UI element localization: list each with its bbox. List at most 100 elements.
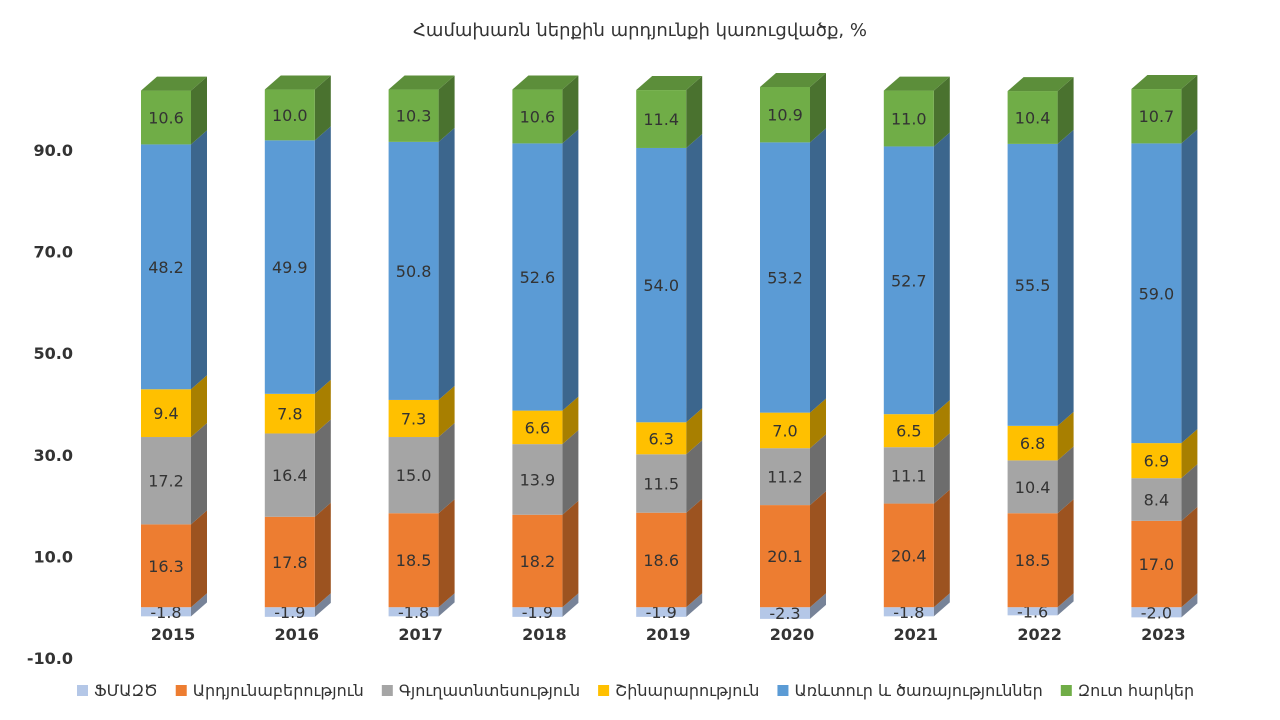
bar-top-face	[141, 76, 207, 91]
bar-front-face	[760, 87, 810, 143]
data-label: 18.2	[520, 552, 556, 571]
x-tick-label: 2015	[151, 625, 196, 644]
data-label: 10.3	[396, 107, 432, 126]
data-label: 11.5	[643, 475, 679, 494]
bar-segment: 11.0	[883, 76, 950, 147]
legend-swatch	[1060, 685, 1072, 696]
legend-swatch	[777, 685, 789, 696]
bar-front-face	[636, 607, 687, 617]
bar-side-face	[562, 593, 579, 617]
bar-front-face	[883, 607, 934, 617]
data-label: 10.4	[1015, 478, 1051, 497]
data-label: 11.4	[643, 110, 679, 129]
bar-front-face	[636, 422, 687, 455]
y-tick-label: 70.0	[34, 243, 73, 262]
legend-item: ՖՄԱԶԾ	[77, 681, 158, 700]
data-label: 16.3	[148, 557, 184, 576]
x-tick-label: 2023	[1141, 625, 1186, 644]
data-label: 52.6	[520, 268, 556, 287]
chart-title: Համախառն ներքին արդյունքի կառուցվածք, %	[413, 20, 867, 41]
bar-segment: 52.7	[883, 132, 950, 415]
bar-segment: 49.9	[264, 126, 331, 394]
y-tick-label: -10.0	[27, 649, 73, 668]
bar-front-face	[1007, 425, 1058, 461]
bar-column-2015: -1.8 16.3 17.2 9.4 48.2 10.6	[141, 76, 207, 622]
bar-segment: 15.0	[388, 423, 455, 514]
bar-side-face	[1181, 593, 1198, 618]
data-label: 10.4	[1015, 108, 1051, 127]
bar-front-face	[141, 90, 191, 145]
bar-front-face	[512, 444, 563, 515]
bar-column-2020: -2.3 20.1 11.2 7.0 53.2 10.9	[760, 73, 826, 623]
bar-segment: 6.9	[1131, 429, 1198, 479]
bar-front-face	[1131, 607, 1182, 618]
bar-side-face	[1057, 77, 1074, 144]
data-label: 10.6	[148, 108, 184, 127]
bar-segment: 17.2	[141, 423, 207, 525]
data-label: 11.0	[891, 110, 927, 129]
bar-segment: 10.7	[1131, 75, 1198, 144]
bar-front-face	[388, 513, 439, 608]
data-label: 7.0	[772, 421, 797, 440]
bar-front-face	[1007, 91, 1058, 144]
bar-front-face	[264, 433, 315, 517]
data-label: 7.3	[401, 409, 426, 428]
bar-column-2023: -2.0 17.0 8.4 6.9 59.0 10.7	[1131, 75, 1198, 622]
bar-side-face	[438, 423, 455, 514]
bar-front-face	[141, 437, 191, 525]
x-tick-label: 2020	[770, 625, 815, 644]
bar-front-face	[388, 89, 439, 142]
bar-front-face	[512, 410, 563, 445]
bar-column-2018: -1.9 18.2 13.9 6.6 52.6 10.6	[512, 75, 579, 622]
bar-segment: 7.0	[760, 398, 826, 449]
bar-segment: 18.5	[1007, 499, 1074, 608]
bar-front-face	[636, 512, 687, 608]
x-tick-label: 2022	[1017, 625, 1062, 644]
bar-front-face	[1007, 143, 1058, 426]
data-label: 6.6	[525, 418, 550, 437]
bar-segment: 54.0	[636, 133, 703, 423]
bar-top-face	[1007, 77, 1074, 92]
bar-segment: 7.3	[388, 385, 455, 438]
bar-side-face	[438, 593, 455, 617]
data-label: 17.8	[272, 553, 308, 572]
data-label: 11.2	[767, 468, 803, 487]
bar-side-face	[1181, 75, 1198, 144]
y-tick-label: 10.0	[34, 547, 73, 566]
bar-side-face	[1181, 506, 1198, 608]
legend-item: Արդյունաբերություն	[175, 681, 364, 700]
bar-side-face	[686, 133, 703, 423]
bar-top-face	[512, 75, 579, 90]
bar-side-face	[933, 489, 950, 608]
bar-front-face	[883, 146, 934, 415]
bar-top-face	[760, 73, 826, 88]
bar-front-face	[1131, 443, 1182, 479]
bar-front-face	[883, 503, 934, 608]
bar-side-face	[562, 396, 579, 445]
bar-segment: 10.0	[264, 75, 331, 141]
bar-segment: 10.4	[1007, 446, 1074, 514]
bar-front-face	[141, 144, 191, 390]
data-label: 48.2	[148, 258, 184, 277]
data-label: 7.8	[277, 405, 302, 424]
bar-segment: 6.8	[1007, 411, 1074, 461]
bar-front-face	[636, 454, 687, 513]
legend-item: Շինարարություն	[598, 681, 759, 700]
bar-front-face	[388, 607, 439, 617]
data-label: 6.5	[896, 422, 921, 441]
bar-segment: 16.3	[141, 510, 207, 608]
bar-side-face	[810, 593, 826, 619]
bar-side-face	[1057, 593, 1074, 616]
bar-top-face	[1131, 75, 1198, 90]
bar-side-face	[686, 408, 703, 455]
bar-side-face	[191, 375, 207, 438]
data-label: 18.5	[396, 551, 432, 570]
y-tick-label: 30.0	[34, 446, 73, 465]
bar-segment: 10.6	[141, 76, 207, 145]
data-label: 11.1	[891, 466, 927, 485]
bar-front-face	[760, 142, 810, 413]
bar-side-face	[314, 502, 331, 608]
bar-side-face	[933, 132, 950, 415]
legend-swatch	[381, 685, 393, 696]
